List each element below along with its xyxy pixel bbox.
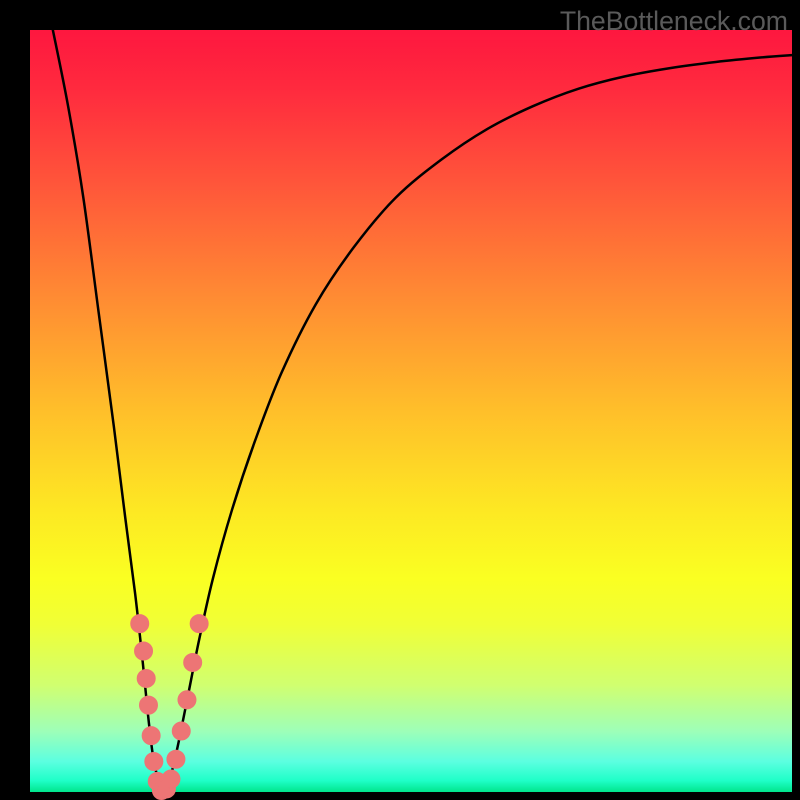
marker-dot	[167, 750, 185, 768]
marker-dot	[145, 753, 163, 771]
marker-dot	[137, 669, 155, 687]
marker-dot	[162, 770, 180, 788]
chart-svg	[30, 30, 792, 792]
stage: TheBottleneck.com	[0, 0, 800, 800]
marker-dot	[142, 727, 160, 745]
watermark-label: TheBottleneck.com	[560, 6, 788, 37]
markers-group	[131, 615, 208, 800]
plot-area	[30, 30, 792, 792]
marker-dot	[178, 691, 196, 709]
curve-right-branch	[163, 55, 792, 792]
curves-group	[53, 30, 792, 792]
marker-dot	[184, 653, 202, 671]
marker-dot	[131, 615, 149, 633]
marker-dot	[172, 722, 190, 740]
marker-dot	[190, 615, 208, 633]
marker-dot	[139, 696, 157, 714]
marker-dot	[135, 642, 153, 660]
